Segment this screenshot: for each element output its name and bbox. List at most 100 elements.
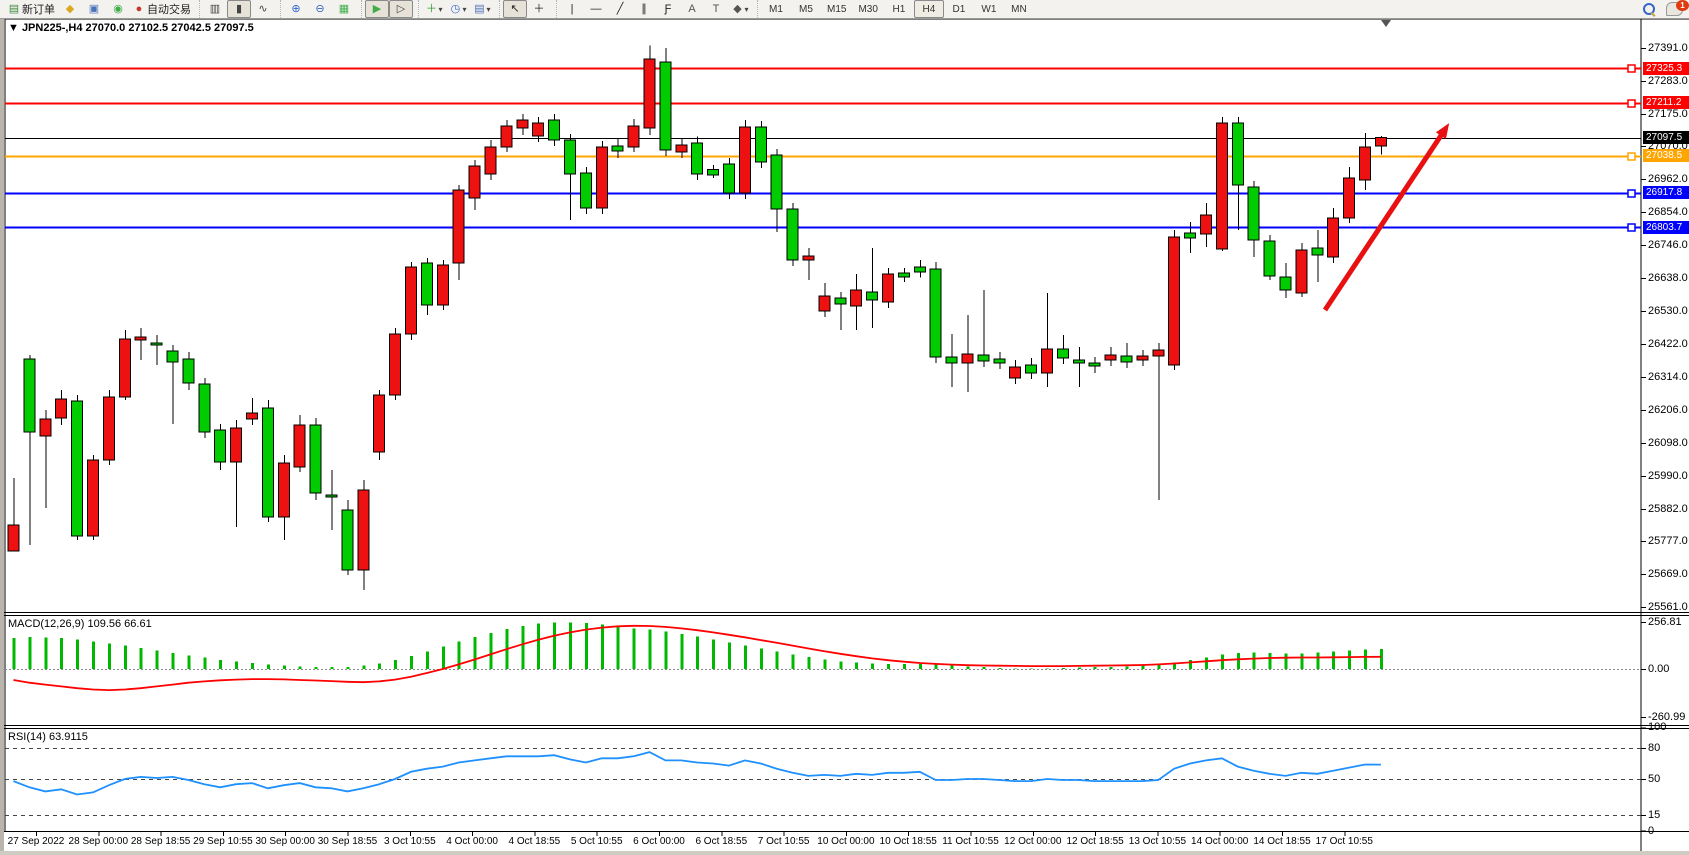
zoom-in-button[interactable]: ⊕ (284, 0, 308, 18)
price-axis-label: 27175.0 (1648, 107, 1688, 120)
bar-chart-button[interactable]: ▥ (203, 0, 227, 18)
timeframe-m1[interactable]: M1 (769, 3, 783, 15)
periods-icon: ◷ (450, 3, 461, 15)
candle-body-bear (993, 358, 1006, 364)
candle-body-bear (182, 358, 195, 384)
timeframe-h1[interactable]: H1 (892, 3, 906, 15)
candle-body-bull (675, 144, 688, 153)
price-axis-label: 26746.0 (1648, 239, 1688, 252)
text-icon: A (688, 3, 696, 15)
alert-horn-icon: ◆ (65, 3, 75, 15)
candle-body-bull (595, 146, 608, 209)
cursor-button[interactable]: ↖ (503, 0, 527, 18)
price-axis-label: 26314.0 (1648, 371, 1688, 384)
horizontal-line-button[interactable]: — (584, 0, 608, 18)
text-label-button[interactable]: T (704, 0, 728, 18)
templates-button[interactable]: ▤ ▾ (470, 0, 494, 18)
tile-windows-button[interactable]: ▦ (332, 0, 356, 18)
candle-body-bull (627, 125, 640, 148)
rsi-axis-label: 15 (1648, 809, 1661, 822)
toolbar-group-scroll: ▶ ▷ (361, 0, 416, 18)
new-order-button[interactable]: ▤ 新订单 (5, 0, 58, 18)
vertical-line-button[interactable]: | (560, 0, 584, 18)
equidistant-channel-icon: ∥ (641, 3, 647, 15)
candle-body-bear (866, 291, 879, 301)
time-axis-label: 7 Oct 10:55 (757, 836, 810, 847)
price-axis-label: 27283.0 (1648, 74, 1688, 87)
price-tag-26917.8: 26917.8 (1643, 186, 1689, 200)
candle-body-bear (1056, 348, 1069, 359)
window-left-border (0, 18, 4, 855)
candle-body-bear (1025, 364, 1038, 374)
screenshot-icon: ▣ (88, 3, 100, 15)
price-axis-label: 27391.0 (1648, 42, 1688, 54)
candle-body-bear (1088, 362, 1101, 367)
line-chart-button[interactable]: ∿ (251, 0, 275, 18)
cursor-icon: ↖ (510, 3, 520, 15)
chevron-down-icon[interactable]: ▾ (462, 4, 467, 14)
alert-horn-button[interactable]: ◆ (58, 0, 82, 18)
timeframe-m30[interactable]: M30 (858, 3, 878, 15)
candle-body-bull (468, 165, 481, 199)
time-axis-label: 28 Sep 00:00 (68, 836, 129, 847)
timeframe-m5[interactable]: M5 (799, 3, 813, 15)
equidistant-channel-button[interactable]: ∥ (632, 0, 656, 18)
periods-button[interactable]: ◷ ▾ (446, 0, 470, 18)
candle-body-bear (564, 139, 576, 175)
timeframe-m15[interactable]: M15 (827, 3, 847, 15)
price-axis-label: 26206.0 (1648, 404, 1688, 417)
timeframe-mn[interactable]: MN (1011, 3, 1027, 15)
indicators-button[interactable]: ＋ ▾ (422, 0, 446, 18)
toolbar-group-pointer: ↖ ＋ (499, 0, 554, 18)
candle-body-bull (230, 427, 243, 463)
vertical-line-icon: | (570, 3, 574, 15)
candle-body-bull (1136, 355, 1149, 361)
zoom-out-button[interactable]: ⊖ (308, 0, 332, 18)
autotrade-button[interactable]: ● 自动交易 (130, 0, 194, 18)
rsi-line (13, 751, 1381, 796)
time-axis-label: 30 Sep 18:55 (317, 836, 378, 847)
screenshot-button[interactable]: ▣ (82, 0, 106, 18)
chevron-down-icon[interactable]: ▾ (438, 4, 443, 14)
candlestick-button[interactable]: ▮ (227, 0, 251, 18)
price-axis-label: 25669.0 (1648, 568, 1688, 581)
candle-body-bear (1120, 355, 1133, 363)
toolbar-group-objects-dd: ＋ ▾ ◷ ▾ ▤ ▾ (418, 0, 497, 18)
macd-axis-label: 0.00 (1648, 663, 1670, 675)
auto-scroll-button[interactable]: ▶ (365, 0, 389, 18)
price-axis-label: 25990.0 (1648, 470, 1688, 483)
signal-button[interactable]: ◉ (106, 0, 130, 18)
tile-windows-icon: ▦ (338, 3, 350, 15)
indicators-icon: ＋ (425, 3, 437, 15)
crosshair-button[interactable]: ＋ (527, 0, 551, 18)
candle-body-bull (1295, 249, 1308, 294)
timeframe-h4[interactable]: H4 (913, 0, 944, 18)
candle-body-bull (118, 338, 131, 398)
arrows-button[interactable]: ◆ ▾ (728, 0, 752, 18)
candle-body-bear (723, 163, 735, 194)
fibonacci-button[interactable]: Ƒ (656, 0, 680, 18)
candle-body-bull (246, 412, 258, 420)
timeframe-d1[interactable]: D1 (952, 3, 966, 15)
trendline-button[interactable]: ╱ (608, 0, 632, 18)
search-icon[interactable] (1643, 2, 1656, 17)
time-axis-label: 28 Sep 18:55 (130, 836, 191, 847)
candle-body-bear (834, 297, 847, 305)
time-axis-label: 29 Sep 10:55 (193, 836, 253, 847)
candle-body-bear (261, 407, 274, 518)
candle-body-bear (420, 262, 433, 306)
chart-shift-button[interactable]: ▷ (389, 0, 413, 18)
toolbar-group-timeframes: M1 M5 M15 M30 H1 H4 D1 W1 MN (757, 0, 1037, 18)
timeframe-w1[interactable]: W1 (981, 3, 997, 15)
price-tag-26803.7: 26803.7 (1643, 220, 1689, 234)
price-axis-label: 26638.0 (1648, 272, 1688, 285)
chevron-down-icon[interactable]: ▾ (486, 4, 491, 14)
chat-icon[interactable]: 1 (1666, 0, 1689, 16)
time-axis-label: 30 Sep 00:00 (255, 836, 315, 847)
candle-body-bull (738, 126, 751, 194)
chevron-down-icon[interactable]: ▾ (744, 4, 749, 14)
text-button[interactable]: A (680, 0, 704, 18)
candle-body-bull (357, 489, 370, 571)
